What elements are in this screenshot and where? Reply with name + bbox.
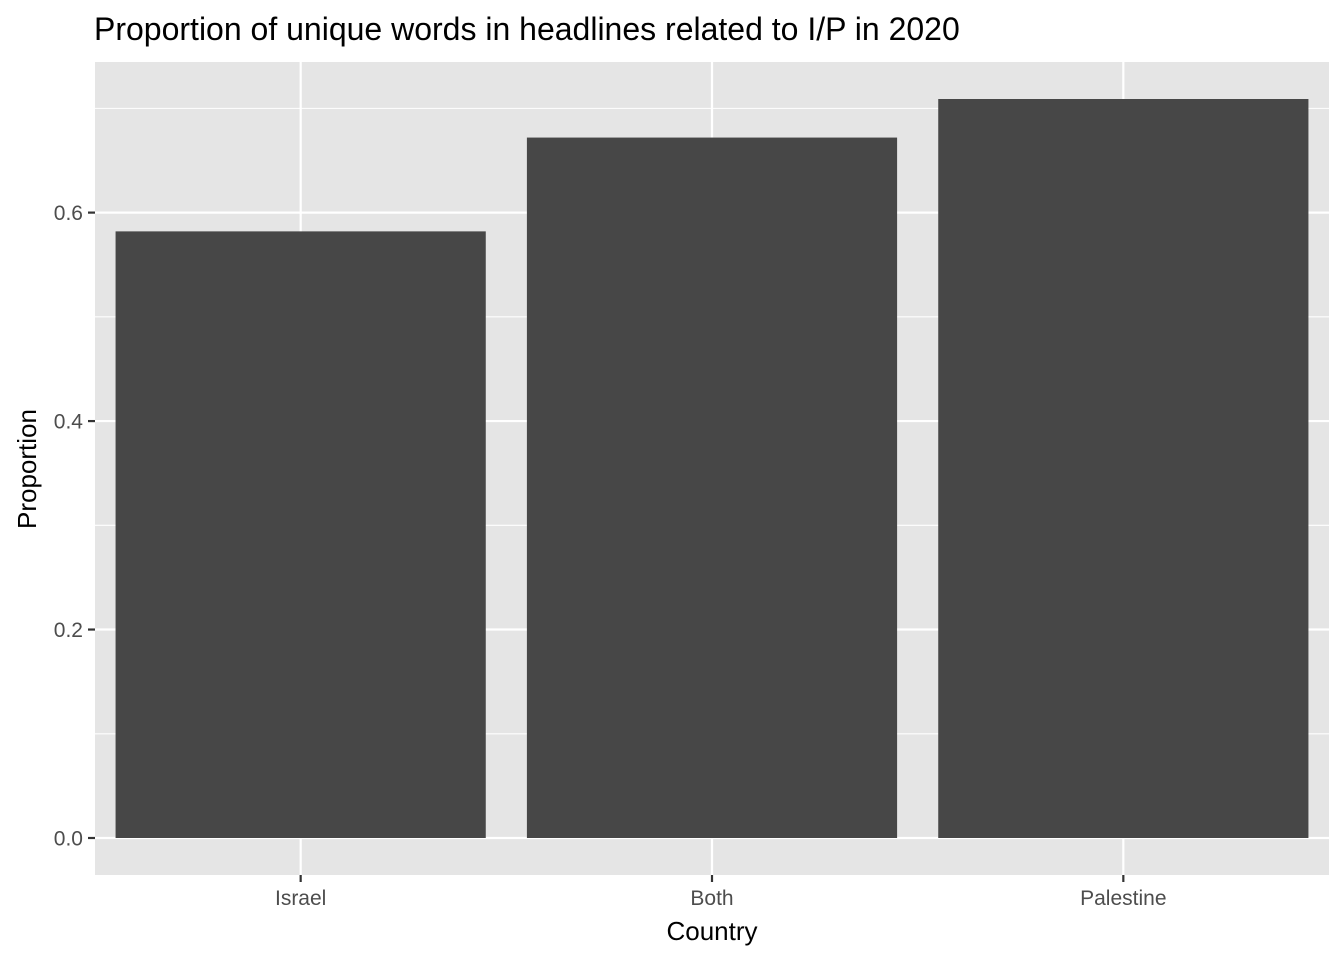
y-tick-label: 0.0 — [54, 827, 83, 850]
bar-israel — [115, 231, 486, 838]
x-axis: Israel Both Palestine — [275, 875, 1167, 910]
bar-both — [526, 137, 898, 838]
x-tick-label: Israel — [275, 887, 326, 910]
y-tick-label: 0.2 — [54, 619, 83, 642]
bars — [115, 99, 1309, 838]
x-tick-label: Palestine — [1080, 887, 1166, 910]
chart-title: Proportion of unique words in headlines … — [94, 11, 960, 47]
x-tick-label: Both — [690, 887, 733, 910]
y-axis: 0.0 0.2 0.4 0.6 — [54, 202, 95, 850]
y-axis-title: Proportion — [12, 409, 42, 529]
y-tick-label: 0.6 — [54, 202, 83, 225]
x-axis-title: Country — [666, 916, 757, 946]
y-tick-label: 0.4 — [54, 411, 84, 434]
bar-palestine — [938, 99, 1309, 838]
